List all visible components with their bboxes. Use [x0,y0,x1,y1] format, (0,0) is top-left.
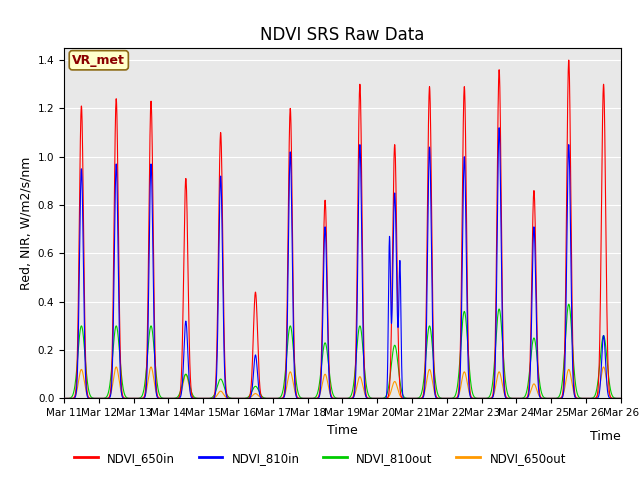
X-axis label: Time: Time [327,424,358,437]
Legend: NDVI_650in, NDVI_810in, NDVI_810out, NDVI_650out: NDVI_650in, NDVI_810in, NDVI_810out, NDV… [69,447,571,469]
Y-axis label: Red, NIR, W/m2/s/nm: Red, NIR, W/m2/s/nm [19,156,32,290]
Title: NDVI SRS Raw Data: NDVI SRS Raw Data [260,25,424,44]
Text: Time: Time [590,430,621,444]
Text: VR_met: VR_met [72,54,125,67]
